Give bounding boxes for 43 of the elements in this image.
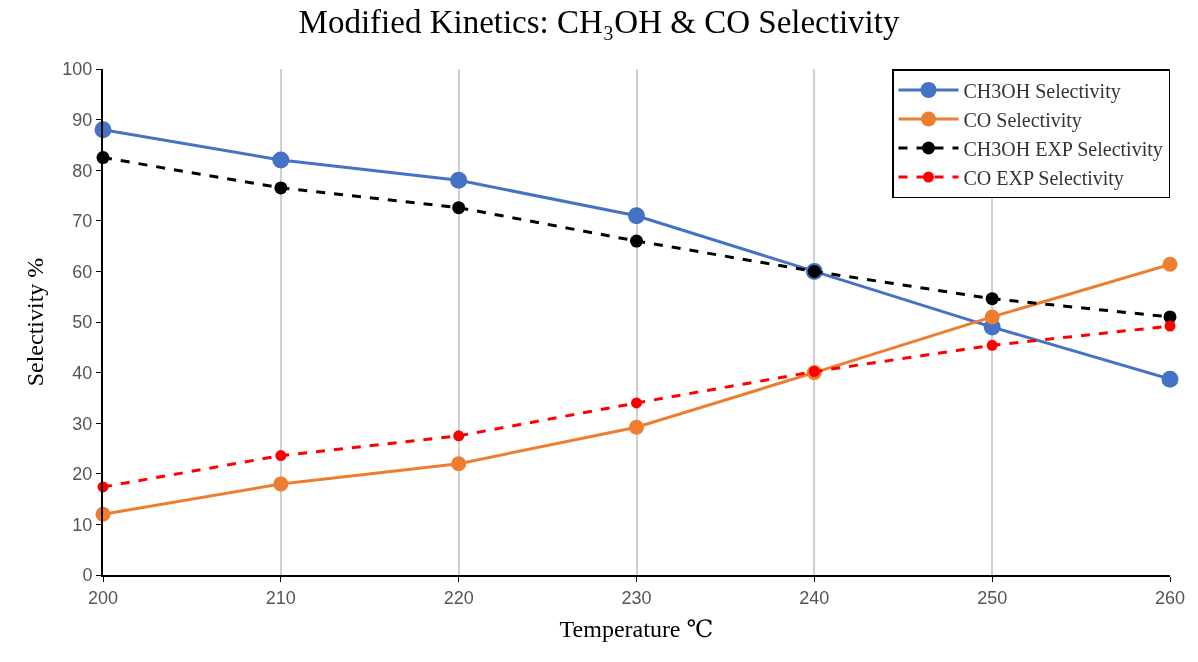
point bbox=[452, 201, 466, 215]
x-tick-label: 240 bbox=[799, 587, 830, 608]
point bbox=[274, 181, 288, 195]
point bbox=[453, 430, 465, 442]
point bbox=[1162, 256, 1178, 272]
y-tick-label: 60 bbox=[72, 261, 93, 282]
point bbox=[451, 456, 467, 472]
x-axis-title: Temperature ℃ bbox=[559, 616, 714, 643]
x-tick-label: 210 bbox=[265, 587, 296, 608]
point bbox=[630, 234, 643, 248]
point bbox=[984, 309, 1000, 325]
point bbox=[986, 339, 998, 351]
legend-label: CH3OH Selectivity bbox=[963, 79, 1121, 103]
legend-label: CO EXP Selectivity bbox=[963, 166, 1124, 190]
y-tick-label: 90 bbox=[72, 109, 93, 130]
y-tick-label: 50 bbox=[72, 312, 93, 333]
x-tick-label: 250 bbox=[977, 587, 1008, 608]
legend-label: CO Selectivity bbox=[963, 108, 1082, 132]
y-tick-label: 70 bbox=[72, 211, 93, 232]
y-tick-label: 100 bbox=[62, 59, 93, 80]
y-tick-label: 40 bbox=[72, 362, 93, 383]
point bbox=[1164, 320, 1176, 332]
chart-title: Modified Kinetics: CH₃OH & CO Selectivity bbox=[298, 4, 900, 41]
point bbox=[273, 476, 289, 492]
x-tick-label: 200 bbox=[87, 587, 119, 608]
point bbox=[275, 450, 287, 462]
y-axis-title: Selectivity % bbox=[21, 257, 48, 387]
y-tick-label: 30 bbox=[72, 413, 93, 434]
point bbox=[628, 207, 645, 225]
point bbox=[631, 397, 642, 409]
point bbox=[629, 419, 644, 435]
point bbox=[450, 171, 468, 189]
x-tick-label: 230 bbox=[621, 587, 652, 608]
y-tick-label: 20 bbox=[72, 464, 93, 485]
point bbox=[1161, 370, 1179, 388]
x-tick-label: 220 bbox=[443, 587, 474, 608]
legend-label: CH3OH EXP Selectivity bbox=[963, 137, 1163, 161]
point bbox=[272, 151, 290, 169]
point bbox=[985, 292, 999, 306]
x-tick-label: 260 bbox=[1154, 587, 1186, 608]
y-tick-label: 80 bbox=[72, 160, 93, 181]
y-tick-label: 10 bbox=[72, 514, 93, 535]
y-tick-label: 0 bbox=[82, 565, 93, 586]
